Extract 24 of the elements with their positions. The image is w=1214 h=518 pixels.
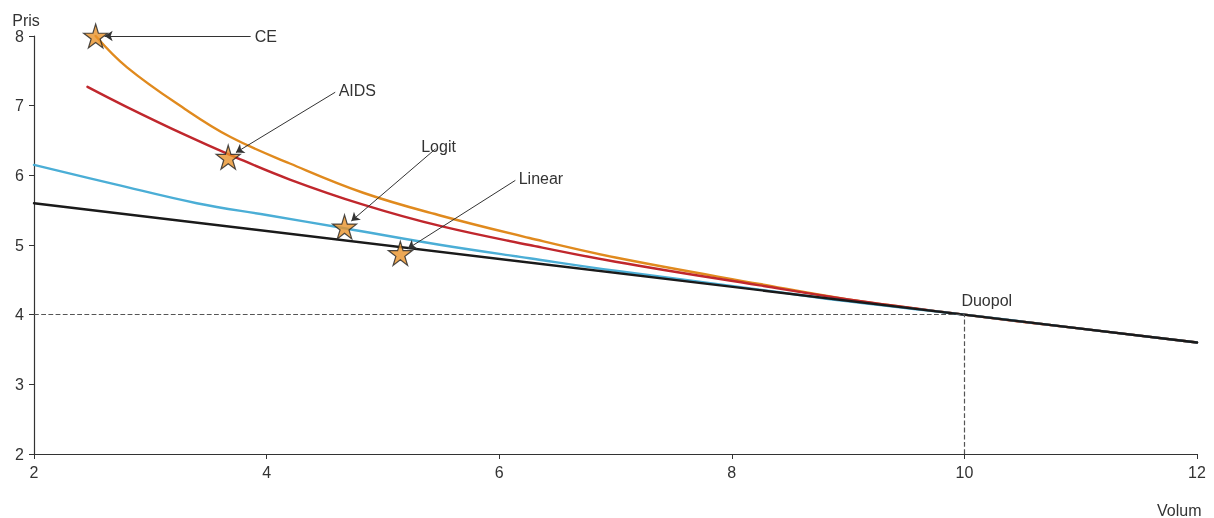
annotation: Duopol [961,292,1013,310]
annotation: Linear [518,169,564,187]
point [387,240,413,266]
y-tick-label: 5 [15,236,25,254]
point [331,214,358,240]
y-tick-label: 2 [15,445,25,463]
x-tick-label: 8 [727,463,737,481]
y-axis-title: Pris [12,11,40,29]
y-tick-label: 8 [15,27,25,45]
point [215,144,241,170]
x-tick-label: 12 [1188,463,1206,481]
x-tick-label: 4 [262,463,272,481]
annotation: Logit [421,137,457,155]
x-tick-label: 2 [29,463,39,481]
y-tick-label: 4 [15,306,25,324]
x-axis-title: Volum [1157,501,1202,518]
y-tick-label: 6 [15,166,25,184]
point [83,23,109,49]
x-tick-label: 6 [494,463,504,481]
x-tick-label: 10 [955,463,974,481]
y-tick-label: 3 [15,375,25,393]
y-tick-label: 7 [15,97,25,115]
annotation: CE [254,27,277,45]
annotation: AIDS [338,81,376,99]
